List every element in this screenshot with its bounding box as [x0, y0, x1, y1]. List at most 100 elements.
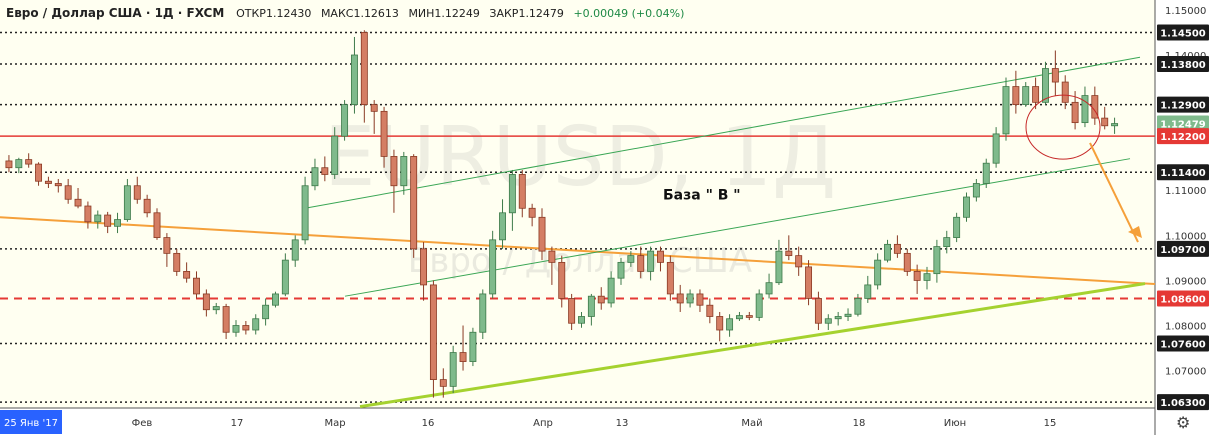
price-label-box	[1157, 56, 1209, 73]
candle-body	[508, 174, 516, 214]
symbol-title: Евро / Доллар США · 1Д · FXCM	[6, 6, 225, 20]
orange-trendline	[0, 216, 1156, 286]
candle-body	[1101, 117, 1109, 127]
price-tick-label: 1.10000	[1165, 231, 1206, 242]
candle	[597, 287, 605, 310]
candle-body	[262, 304, 270, 320]
candle	[400, 151, 408, 195]
candle	[272, 291, 279, 308]
time-label: Мар	[324, 418, 345, 429]
candle	[1032, 77, 1040, 110]
candle-body	[775, 250, 783, 284]
price-tick-label: 1.09000	[1165, 276, 1206, 287]
candle-body	[173, 252, 181, 272]
time-label: 15	[1044, 418, 1057, 429]
low-value: МИН1.12249	[408, 7, 480, 20]
candle-body	[528, 207, 536, 218]
candle	[439, 368, 447, 398]
candle	[479, 289, 487, 340]
candle-body	[933, 246, 941, 275]
candle	[765, 273, 773, 299]
candle	[686, 289, 694, 308]
candle-body	[439, 379, 447, 387]
forecast-arrow	[1089, 142, 1139, 243]
candle-body	[54, 183, 62, 187]
time-label: 18	[853, 418, 866, 429]
candle-body	[1002, 86, 1010, 135]
candle-body	[479, 293, 487, 333]
candle	[420, 242, 428, 301]
candle-body	[25, 159, 33, 165]
candle	[617, 257, 625, 285]
time-label: 13	[616, 418, 629, 429]
candle-body	[864, 284, 872, 299]
candle	[15, 157, 23, 174]
candle-body	[1051, 68, 1059, 83]
candle-body	[1012, 86, 1020, 105]
candle-body	[676, 293, 684, 304]
candle-body	[380, 110, 388, 157]
candle-body	[548, 250, 556, 263]
candle-body	[805, 266, 813, 299]
candle	[114, 212, 121, 234]
candle	[183, 262, 191, 283]
candle	[587, 293, 595, 326]
candle	[311, 158, 319, 191]
candle	[1022, 82, 1030, 107]
candle-body	[982, 162, 990, 184]
candle-body	[1111, 123, 1119, 127]
candle	[1002, 77, 1010, 141]
candle	[1111, 117, 1119, 134]
candle-body	[360, 32, 368, 105]
watermark-name: Евро / Доллар США	[408, 241, 752, 281]
candle	[143, 194, 151, 218]
candle-body	[666, 261, 674, 295]
candle-body	[834, 316, 842, 320]
candle-body	[410, 156, 418, 250]
candle-body	[84, 205, 92, 223]
candle-body	[114, 219, 121, 227]
close-value: ЗАКР1.12479	[489, 7, 564, 20]
candle	[578, 311, 585, 328]
candle	[212, 302, 220, 315]
candle-body	[617, 261, 625, 279]
candle	[854, 293, 862, 317]
candle	[370, 100, 378, 134]
candle	[1071, 91, 1079, 130]
candle-body	[943, 237, 951, 248]
price-label: 1.07600	[1160, 340, 1206, 351]
candle	[953, 212, 961, 243]
candle-body	[94, 214, 102, 223]
candle-body	[44, 180, 52, 184]
candle	[805, 260, 813, 306]
candle	[44, 176, 52, 188]
candle-body	[884, 243, 891, 261]
candle-body	[489, 239, 497, 295]
candle-body	[400, 156, 408, 187]
price-tick-label: 1.11000	[1165, 186, 1206, 197]
candle-body	[903, 252, 911, 272]
candle-body	[301, 185, 309, 241]
candle-body	[222, 306, 230, 333]
candle-body	[469, 331, 477, 362]
candle	[469, 327, 477, 367]
price-label-box	[1157, 24, 1209, 41]
candle	[94, 210, 102, 229]
candle-body	[726, 318, 734, 331]
settings-gear-icon[interactable]: ⚙	[1176, 413, 1191, 432]
candle-body	[74, 198, 82, 207]
candle	[824, 314, 832, 331]
price-tick-label: 1.15000	[1165, 6, 1206, 17]
candle-body	[578, 316, 585, 324]
candle	[341, 100, 349, 141]
candle-body	[1061, 81, 1069, 103]
candle-body	[716, 316, 724, 331]
candle-body	[143, 198, 151, 214]
candle-body	[538, 216, 546, 252]
price-label: 1.12200	[1160, 132, 1206, 143]
candle	[222, 303, 230, 340]
change-value: +0.00049 (+0.04%)	[573, 7, 685, 20]
candle	[123, 178, 131, 222]
